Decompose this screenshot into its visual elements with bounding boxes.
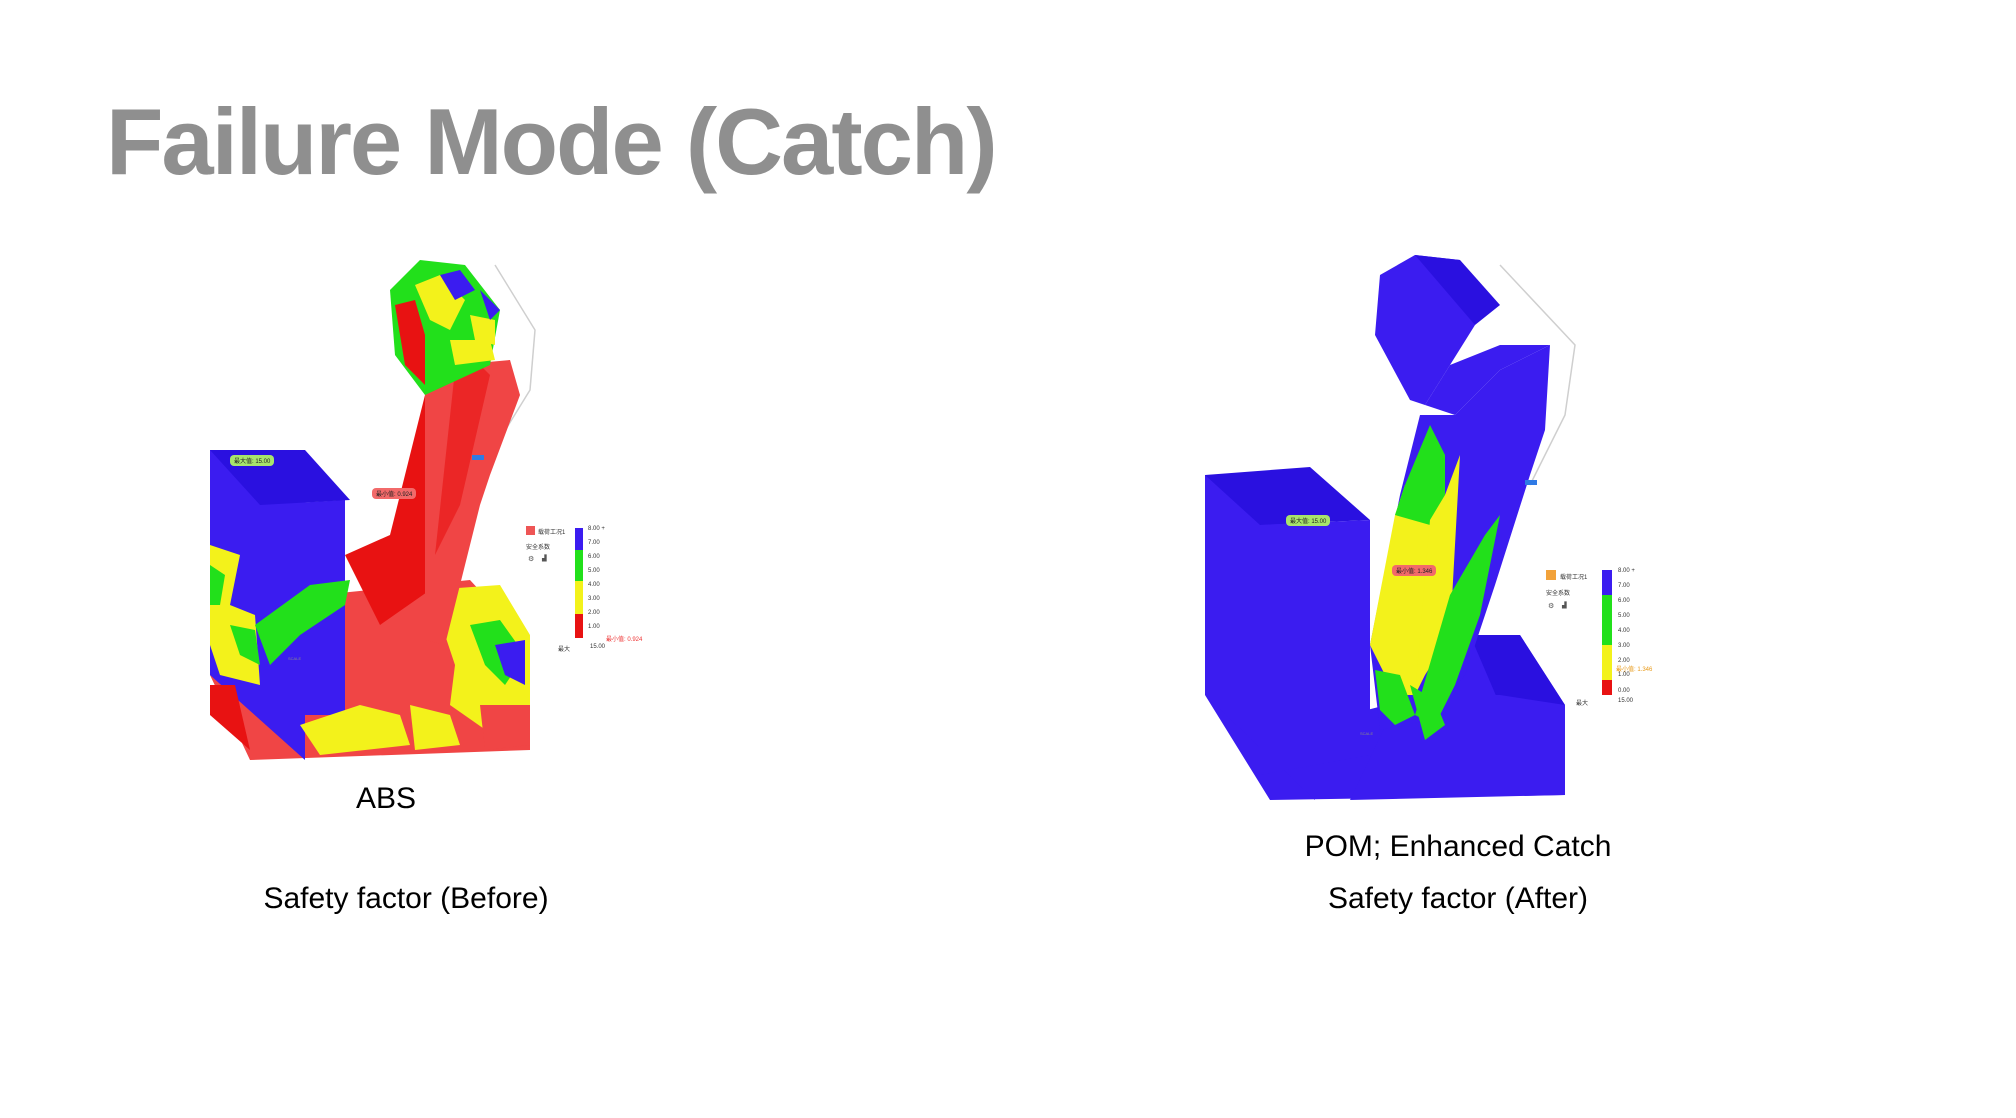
abs-safety-factor-caption: Safety factor (Before) [263, 882, 549, 915]
min-label: 最小值: 0.924 [606, 637, 643, 643]
tick-label: 1.00 [1618, 672, 1630, 678]
tick-label: 4.00 [1618, 628, 1630, 634]
tick-label: 2.00 [1618, 658, 1630, 664]
chart-icon[interactable]: ▟ [542, 556, 547, 562]
tick-label: 0.00 [1618, 688, 1630, 694]
max-value: 15.00 [1618, 698, 1634, 704]
abs-safety-factor-legend: 载荷工况1 安全系数 ⚙ ▟ 8.00 + 7.00 6.00 5.00 4.0… [520, 520, 643, 653]
tick-label: 8.00 + [588, 526, 605, 532]
load-case-label[interactable]: 载荷工况1 [538, 530, 566, 536]
tick-label: 3.00 [588, 596, 600, 602]
colorbar [575, 528, 583, 638]
load-case-label[interactable]: 载荷工况1 [1560, 575, 1588, 581]
pom-safety-factor-caption: Safety factor (After) [1327, 882, 1589, 915]
load-case-badge[interactable] [1546, 570, 1556, 580]
tick-label: 4.00 [588, 582, 600, 588]
pom-material-label: POM; Enhanced Catch [1304, 830, 1612, 863]
tick-label: 7.00 [1618, 583, 1630, 589]
min-value-tag: 最小值: 1.346 [1392, 565, 1437, 576]
settings-icon[interactable]: ⚙ [528, 556, 535, 563]
tick-label: 8.00 + [1618, 568, 1635, 574]
result-type-label[interactable]: 安全系数 [1546, 591, 1571, 597]
tick-label: 3.00 [1618, 643, 1630, 649]
pom-simulation-figure: SCALE 最大值: 15.00 最小值: 1.346 [1200, 255, 1640, 835]
max-value-tag: 最大值: 15.00 [230, 455, 275, 466]
min-value-tag: 最小值: 0.924 [372, 488, 417, 499]
tick-label: 7.00 [588, 540, 600, 546]
min-label: 最小值: 1.346 [1616, 667, 1653, 673]
svg-text:SCALE: SCALE [1360, 731, 1373, 736]
pom-safety-factor-legend: 载荷工况1 安全系数 ⚙ ▟ 8.00 + 7.00 6.00 5.00 4.0… [1540, 560, 1690, 707]
tick-label: 6.00 [588, 554, 600, 560]
slide-title: Failure Mode (Catch) [106, 89, 998, 194]
max-key: 最大 [1576, 701, 1589, 707]
max-key: 最大 [558, 647, 571, 653]
max-value-tag: 最大值: 15.00 [1286, 515, 1331, 526]
colorbar [1602, 570, 1612, 695]
abs-simulation-figure: SCALE 最大值: 15.00 最小值: 0.924 [200, 245, 660, 770]
settings-icon[interactable]: ⚙ [1548, 603, 1555, 610]
tick-label: 5.00 [588, 568, 600, 574]
tick-label: 5.00 [1618, 613, 1630, 619]
tick-label: 1.00 [588, 624, 600, 630]
max-value: 15.00 [590, 644, 606, 650]
svg-text:SCALE: SCALE [288, 656, 301, 661]
abs-material-label: ABS [355, 782, 417, 815]
tick-label: 6.00 [1618, 598, 1630, 604]
result-type-label[interactable]: 安全系数 [526, 545, 551, 551]
tick-label: 2.00 [588, 610, 600, 616]
chart-icon[interactable]: ▟ [1562, 603, 1567, 609]
load-case-badge[interactable] [526, 526, 535, 535]
